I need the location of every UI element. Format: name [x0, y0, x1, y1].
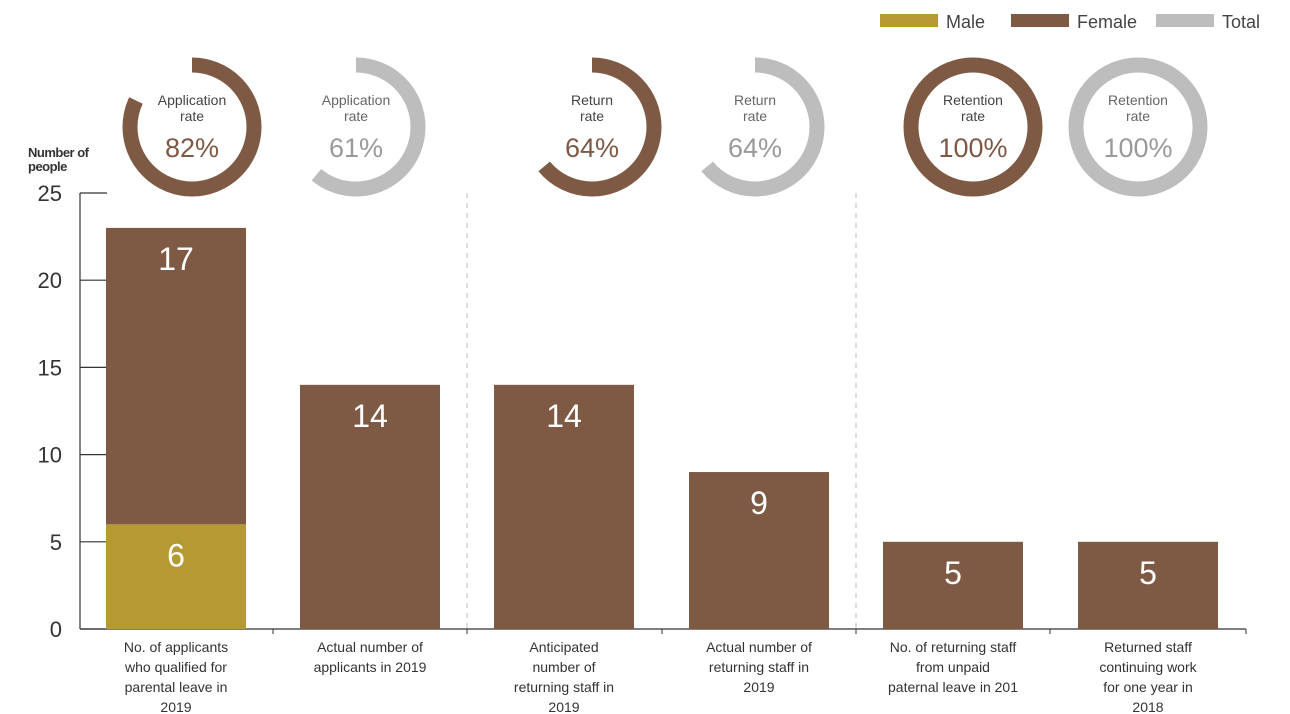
ring-title: Return rate	[571, 92, 613, 124]
category-label: No. of returning staff from unpaid paterna…	[888, 639, 1018, 695]
bar-value-label: 14	[546, 398, 582, 434]
category-label: Returned staff continuing work for one yea…	[1099, 639, 1197, 714]
y-axis-title: Number of	[28, 145, 90, 160]
bar-female	[1078, 541, 1218, 629]
bar-value-label: 17	[158, 241, 194, 277]
bar-female	[300, 384, 440, 629]
category-label: Actual number of returning staff in 2019	[706, 639, 812, 695]
legend-swatch	[1156, 14, 1214, 27]
bar-female	[689, 472, 829, 629]
y-tick-label: 25	[38, 181, 62, 206]
rate-ring-total: Retention rate 100%	[1068, 57, 1208, 197]
ring-value: 64%	[728, 133, 782, 163]
bar-value-label: 5	[944, 555, 962, 591]
bar-value-label: 6	[167, 537, 185, 573]
ring-title: Retention rate	[943, 92, 1003, 124]
ring-arc	[1068, 57, 1208, 197]
rate-ring-total: Return rate 64%	[685, 57, 825, 197]
category-label: No. of applicants who qualified for parent…	[124, 639, 228, 714]
rate-ring-female: Return rate 64%	[522, 57, 662, 197]
legend-item-total: Total	[1156, 12, 1260, 32]
legend-label: Male	[946, 12, 985, 32]
ring-arc	[286, 57, 426, 197]
y-axis-title: people	[28, 159, 67, 174]
y-tick-label: 10	[38, 443, 62, 468]
legend-item-female: Female	[1011, 12, 1137, 32]
category-label: Actual number of applicants in 2019	[314, 639, 427, 675]
legend-label: Total	[1222, 12, 1260, 32]
ring-arc	[522, 57, 662, 197]
bar-value-label: 9	[750, 485, 768, 521]
rate-rings: Application rate 82% Application rate 61% Retu…	[122, 57, 1208, 197]
rate-ring-female: Retention rate 100%	[903, 57, 1043, 197]
rate-ring-female: Application rate 82%	[122, 57, 262, 197]
ring-arc	[903, 57, 1043, 197]
ring-value: 100%	[938, 133, 1007, 163]
bar-value-label: 5	[1139, 555, 1157, 591]
y-tick-label: 20	[38, 268, 62, 293]
rate-ring-total: Application rate 61%	[286, 57, 426, 197]
legend-item-male: Male	[880, 12, 985, 32]
y-tick-label: 15	[38, 355, 62, 380]
ring-arc	[685, 57, 825, 197]
ring-title: Retention rate	[1108, 92, 1168, 124]
legend: Male Female Total	[880, 12, 1260, 32]
ring-title: Application rate	[322, 92, 391, 124]
ring-arc	[122, 57, 262, 197]
y-tick-label: 0	[50, 617, 62, 642]
ring-value: 61%	[329, 133, 383, 163]
bars: 6 17 14 14 9 5 5	[106, 227, 1218, 629]
bar-value-label: 14	[352, 398, 388, 434]
ring-value: 64%	[565, 133, 619, 163]
ring-value: 82%	[165, 133, 219, 163]
bar-female	[106, 227, 246, 525]
category-label: Anticipated number of returning staff in 20…	[514, 639, 614, 714]
legend-label: Female	[1077, 12, 1137, 32]
ring-value: 100%	[1103, 133, 1172, 163]
ring-title: Application rate	[158, 92, 227, 124]
legend-swatch	[1011, 14, 1069, 27]
ring-title: Return rate	[734, 92, 776, 124]
legend-swatch	[880, 14, 938, 27]
category-labels: No. of applicants who qualified for parent…	[124, 639, 1198, 714]
bar-female	[494, 384, 634, 629]
y-tick-label: 5	[50, 530, 62, 555]
bar-female	[883, 541, 1023, 629]
bar-male	[106, 524, 246, 629]
